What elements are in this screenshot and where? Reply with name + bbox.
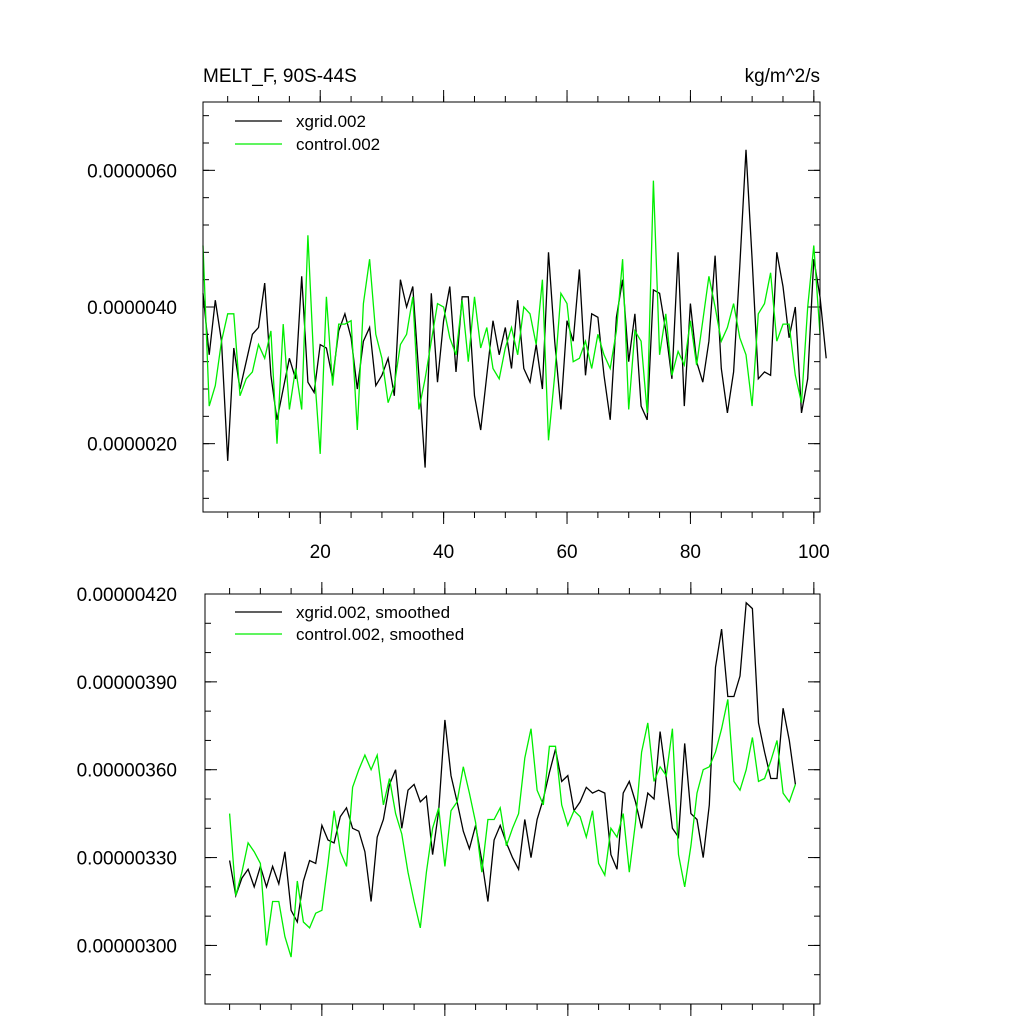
x-tick-label: 60 bbox=[556, 542, 577, 563]
bottom-panel-ticks: 0.00000300 0.00000330 0.00000360 0.00000390… bbox=[77, 582, 820, 1016]
bottom-panel: 0.00000300 0.00000330 0.00000360 0.00000390… bbox=[77, 582, 821, 1016]
y-tick-label: 0.0000040 bbox=[87, 298, 177, 319]
y-tick-label: 0.0000060 bbox=[87, 161, 177, 182]
y-tick-label: 0.00000360 bbox=[77, 761, 177, 782]
series-line-xgrid bbox=[202, 149, 827, 468]
bottom-panel-series bbox=[228, 601, 797, 958]
series-line-xgrid bbox=[228, 601, 797, 925]
series-line-control bbox=[228, 699, 797, 958]
y-tick-label: 0.00000300 bbox=[77, 936, 177, 957]
top-panel-ticks: 0.0000020 0.0000040 0.0000060 20 40 60 80 100 bbox=[87, 90, 830, 563]
top-panel-legend: xgrid.002 control.002 bbox=[235, 112, 380, 154]
x-tick-label: 20 bbox=[310, 542, 331, 563]
top-panel-frame bbox=[202, 101, 821, 513]
top-panel-title: MELT_F, 90S-44S bbox=[203, 66, 357, 87]
legend-label-xgrid-smoothed: xgrid.002, smoothed bbox=[296, 603, 450, 622]
y-tick-label: 0.00000420 bbox=[77, 585, 177, 606]
bottom-panel-frame bbox=[204, 593, 821, 1005]
bottom-panel-legend: xgrid.002, smoothed control.002, smoothe… bbox=[235, 603, 464, 644]
top-panel-units: kg/m^2/s bbox=[745, 66, 820, 87]
series-line-control bbox=[202, 180, 821, 454]
legend-label-control-smoothed: control.002, smoothed bbox=[296, 625, 464, 644]
x-tick-label: 100 bbox=[798, 542, 830, 563]
y-tick-label: 0.00000330 bbox=[77, 849, 177, 870]
top-panel: MELT_F, 90S-44S kg/m^2/s 0.00000200.0000… bbox=[87, 66, 830, 563]
top-panel-series bbox=[202, 149, 827, 468]
legend-label-control: control.002 bbox=[296, 135, 380, 154]
y-tick-label: 0.00000390 bbox=[77, 673, 177, 694]
x-tick-label: 40 bbox=[433, 542, 454, 563]
x-tick-label: 80 bbox=[680, 542, 701, 563]
legend-label-xgrid: xgrid.002 bbox=[296, 112, 366, 131]
y-tick-label: 0.0000020 bbox=[87, 435, 177, 456]
